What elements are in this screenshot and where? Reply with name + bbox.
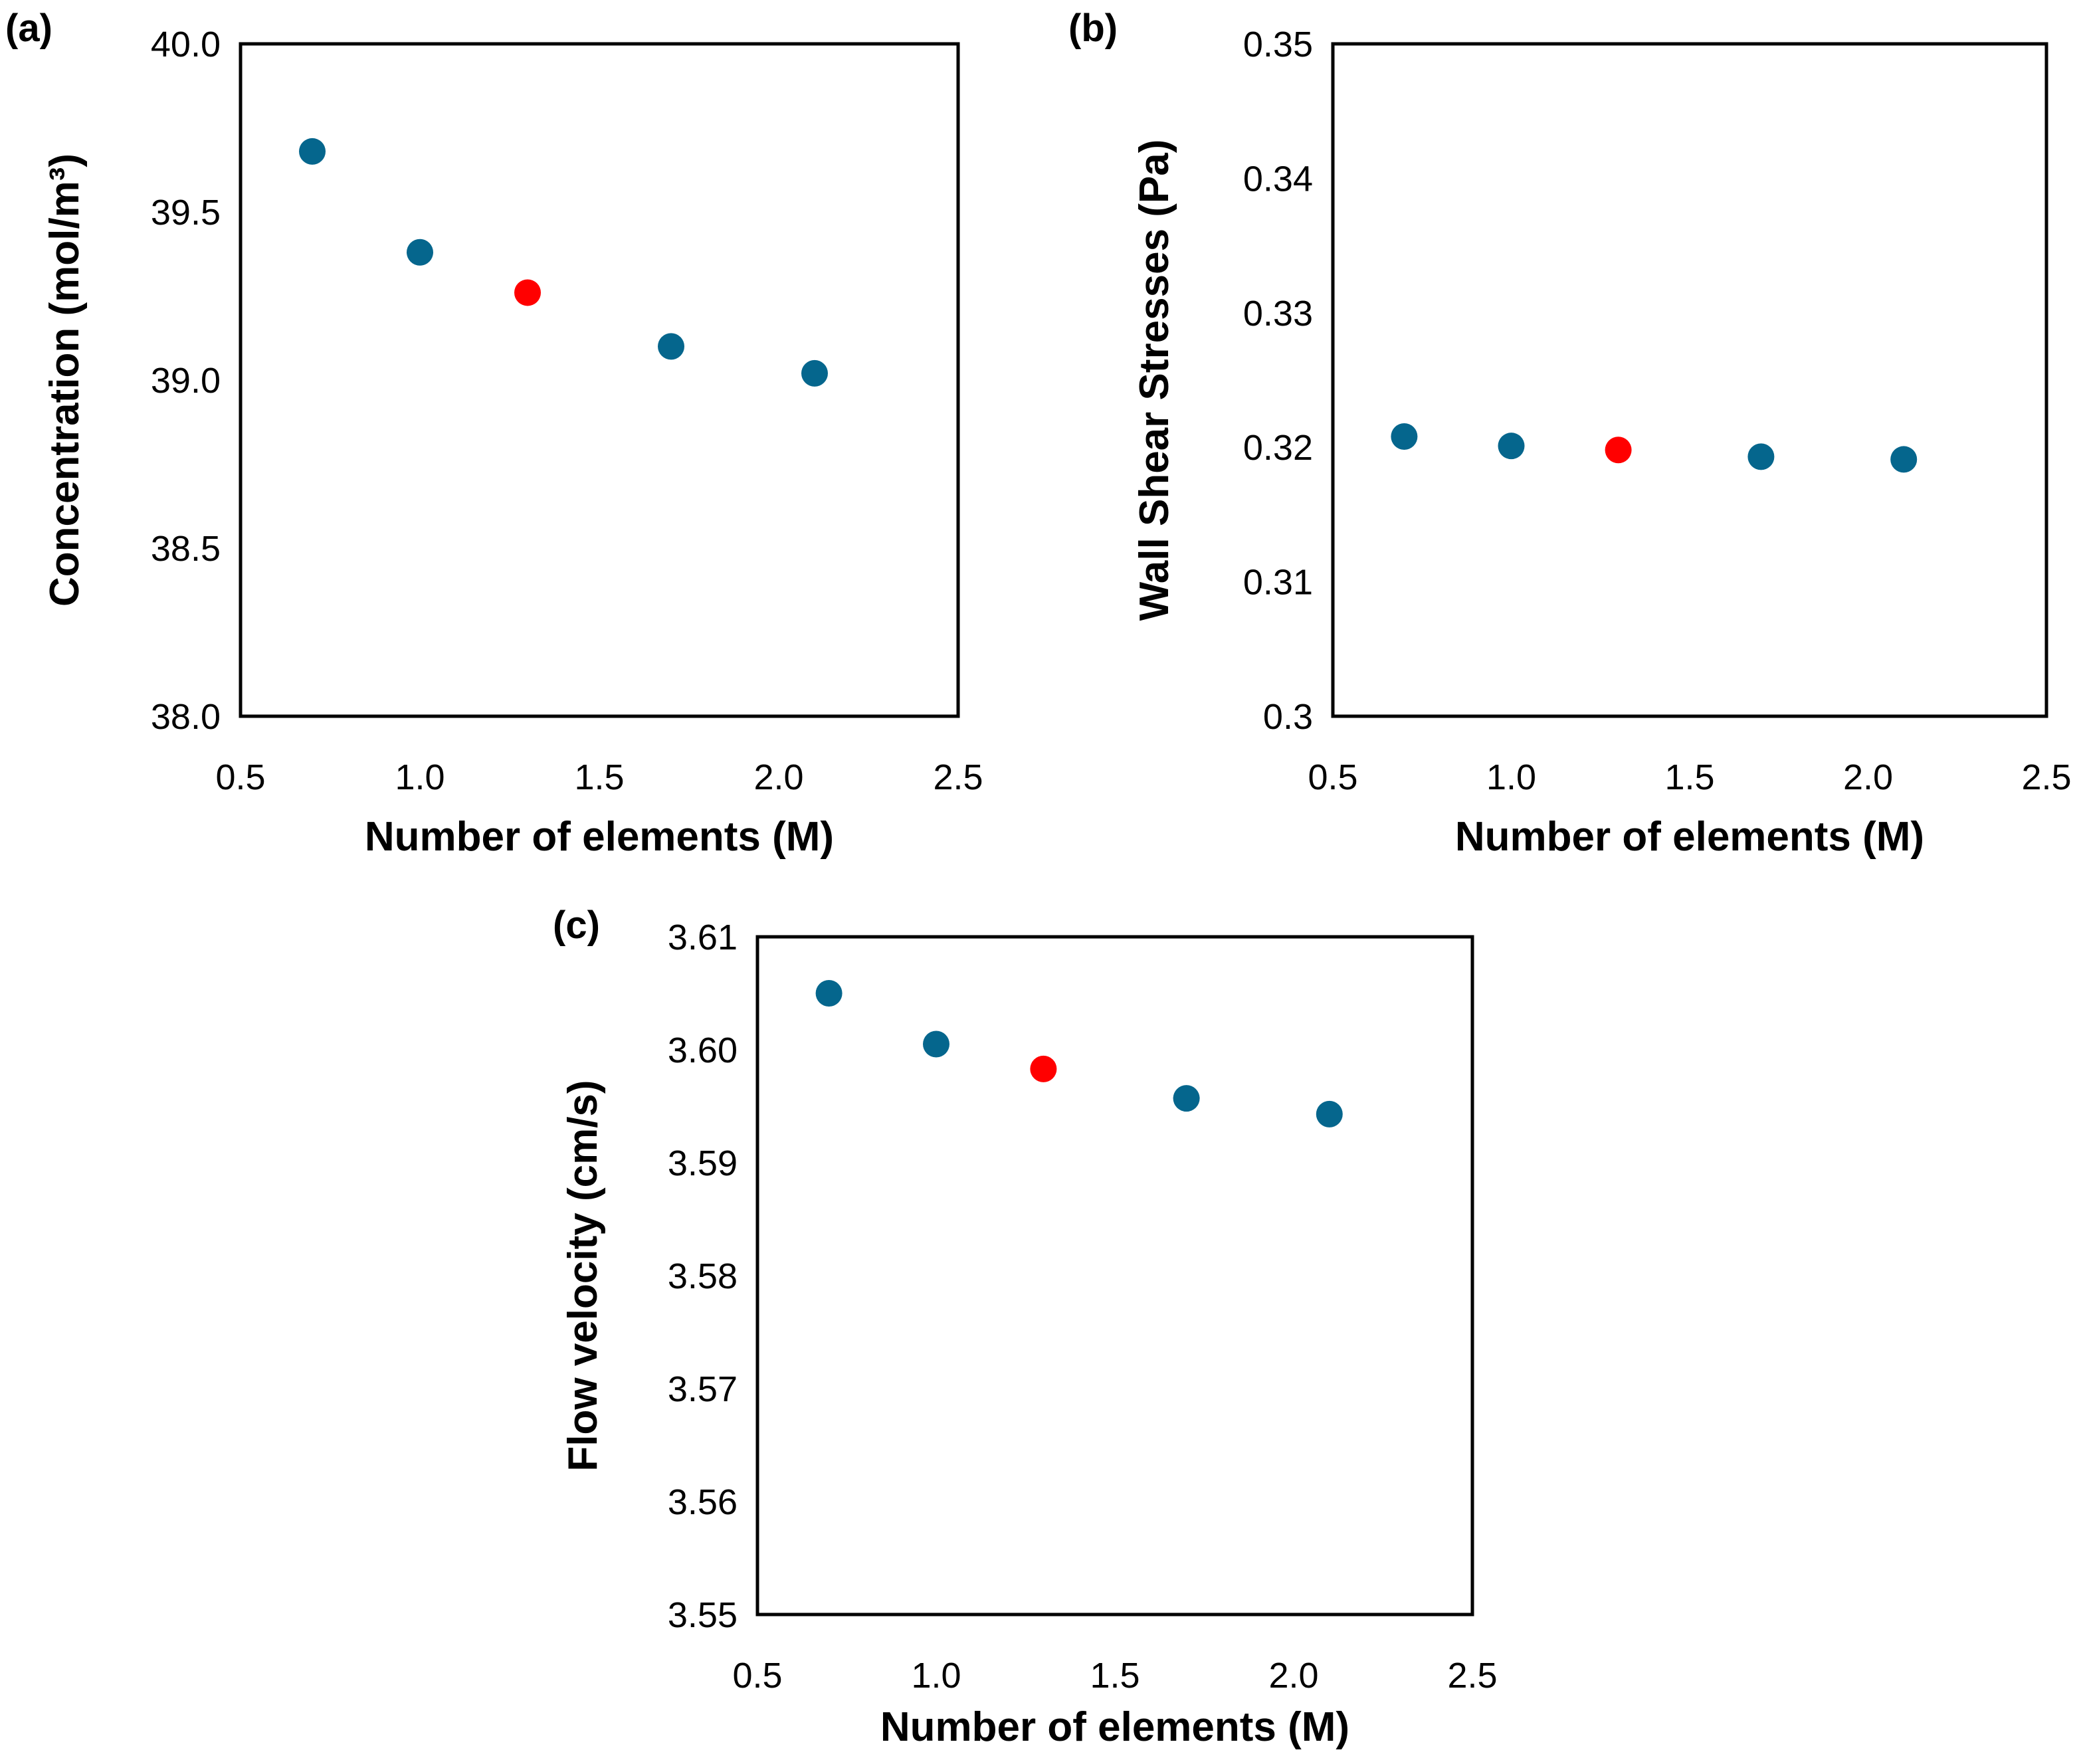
x-tick-label: 0.5 (215, 757, 265, 797)
y-axis-title: Wall Shear Stresses (Pa) (1132, 140, 1177, 621)
x-tick-label: 1.0 (395, 757, 445, 797)
panel-label: (c) (553, 904, 600, 947)
data-point (1890, 446, 1918, 473)
x-tick-label: 2.5 (2021, 757, 2071, 797)
x-tick-label: 2.0 (753, 757, 803, 797)
data-point (1030, 1055, 1057, 1082)
y-tick-label: 3.57 (668, 1369, 738, 1409)
y-tick-label: 40.0 (151, 25, 221, 64)
y-tick-label: 0.3 (1263, 697, 1313, 737)
data-point (1316, 1100, 1343, 1127)
data-point (299, 138, 326, 165)
x-axis-title: Number of elements (M) (365, 814, 834, 860)
y-tick-label: 3.58 (668, 1256, 738, 1296)
x-tick-label: 1.0 (911, 1656, 961, 1696)
data-point (514, 279, 541, 306)
x-tick-label: 1.5 (1664, 757, 1714, 797)
y-tick-label: 3.61 (668, 918, 738, 957)
y-tick-label: 0.32 (1243, 428, 1313, 468)
data-point (1498, 433, 1525, 460)
x-tick-label: 0.5 (732, 1656, 782, 1696)
y-tick-label: 3.56 (668, 1482, 738, 1522)
y-tick-label: 0.34 (1243, 159, 1313, 199)
y-tick-label: 39.0 (151, 361, 221, 401)
data-point (1391, 423, 1418, 450)
y-axis-title: Concentration (mol/m³) (42, 153, 88, 607)
y-tick-label: 3.60 (668, 1030, 738, 1070)
y-tick-label: 38.5 (151, 529, 221, 569)
x-axis-title: Number of elements (M) (880, 1704, 1349, 1750)
x-tick-label: 0.5 (1308, 757, 1357, 797)
y-tick-label: 0.33 (1243, 294, 1313, 334)
y-tick-label: 3.55 (668, 1595, 738, 1635)
plot-frame (239, 42, 960, 718)
y-tick-label: 39.5 (151, 193, 221, 233)
data-point (1747, 443, 1775, 470)
y-tick-label: 3.59 (668, 1143, 738, 1183)
panel-label: (b) (1068, 7, 1118, 50)
x-tick-label: 2.0 (1268, 1656, 1318, 1696)
data-point (923, 1030, 949, 1058)
x-tick-label: 2.5 (933, 757, 983, 797)
x-tick-label: 2.5 (1447, 1656, 1497, 1696)
chart-panel-1: (a) 40.0 39.5 39.0 38.5 38.0 0.5 1.0 1.5 2.0 2.5 Nu… (5, 7, 983, 860)
x-tick-label: 1.0 (1486, 757, 1536, 797)
x-tick-label: 1.5 (1090, 1656, 1140, 1696)
data-point (1173, 1085, 1200, 1112)
data-point (407, 239, 433, 266)
chart-panel-2: (b) 0.35 0.34 0.33 0.32 0.31 0.3 0.5 1.0 1.5 2.0 2.… (1068, 7, 2072, 860)
panel-label: (a) (5, 7, 52, 50)
plot-frame (755, 935, 1474, 1617)
chart-panel-3: (c) 3.61 3.60 3.59 3.58 3.57 3.56 3.55 0.5 1.0 1.5… (553, 904, 1498, 1750)
y-tick-label: 0.31 (1243, 563, 1313, 603)
data-point (1605, 437, 1632, 464)
data-point (658, 333, 684, 360)
x-tick-label: 1.5 (574, 757, 624, 797)
data-point (801, 359, 828, 387)
y-tick-label: 0.35 (1243, 25, 1313, 64)
data-point (815, 980, 843, 1007)
x-axis-title: Number of elements (M) (1455, 814, 1924, 860)
y-axis-title: Flow velocity (cm/s) (560, 1080, 606, 1471)
x-tick-label: 2.0 (1843, 757, 1893, 797)
plot-frame (1331, 42, 2048, 718)
y-tick-label: 38.0 (151, 697, 221, 737)
